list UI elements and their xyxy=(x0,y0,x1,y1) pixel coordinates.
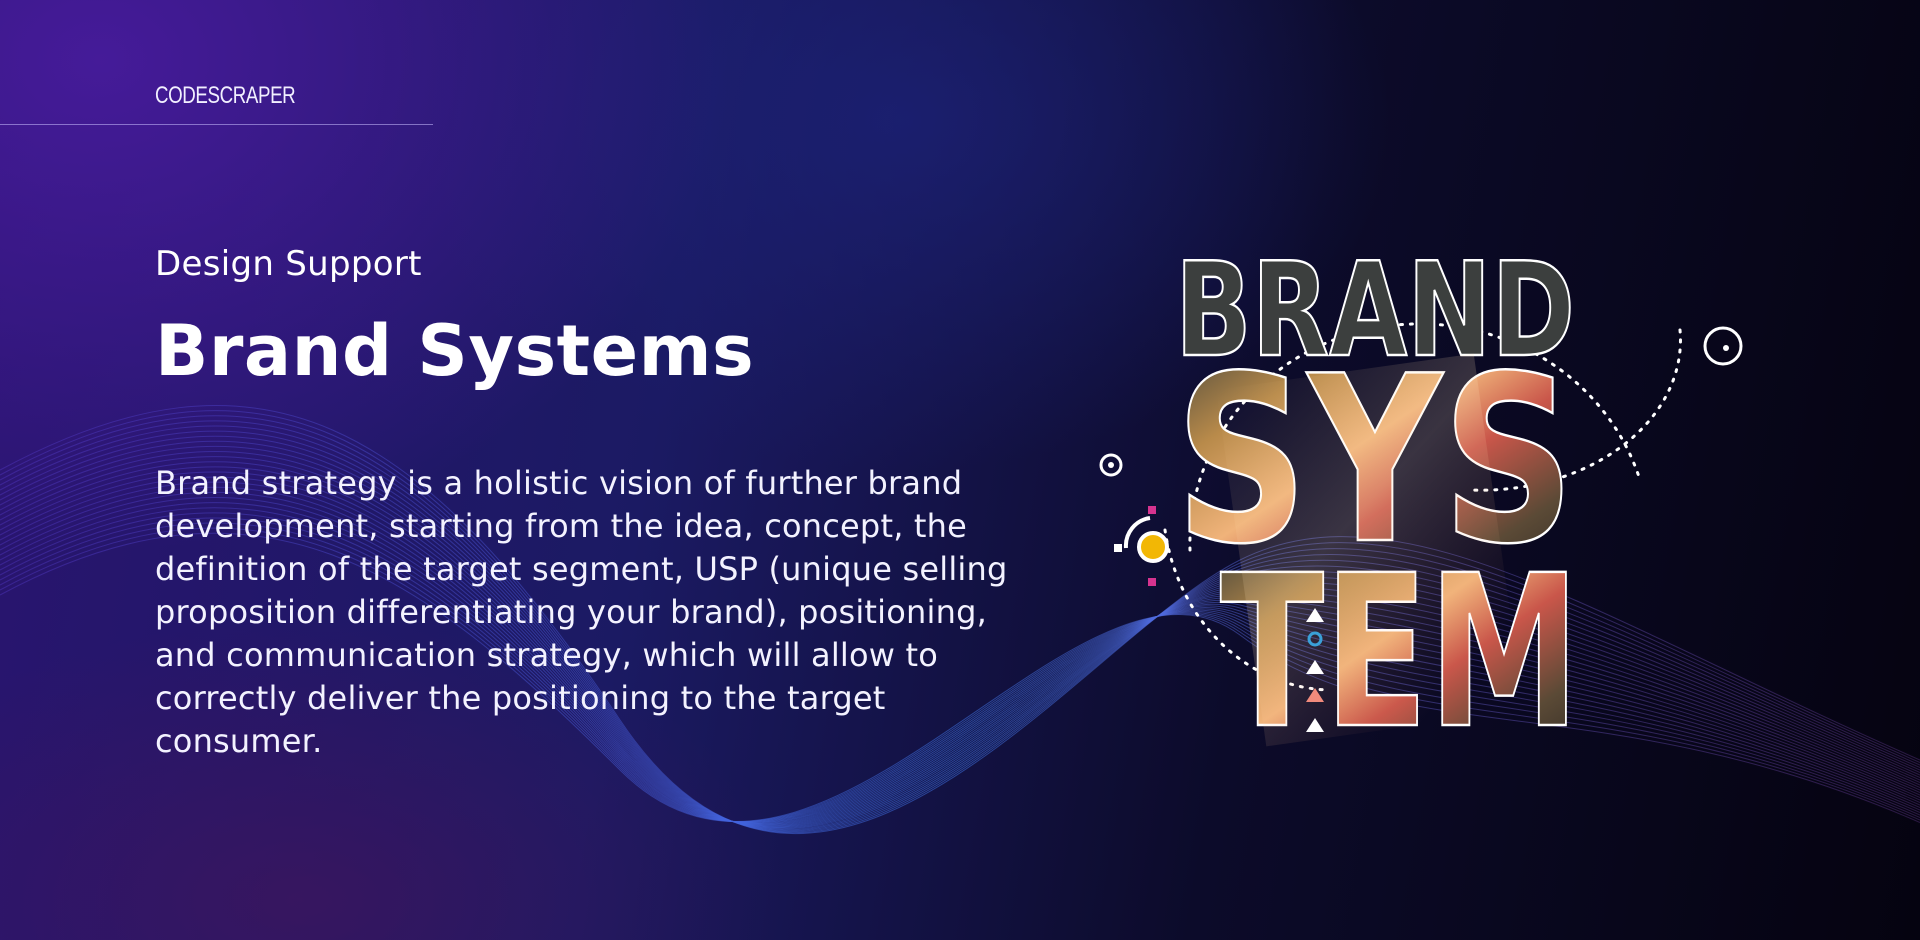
target-icon xyxy=(1703,326,1743,366)
hero-description: Brand strategy is a holistic vision of f… xyxy=(155,464,1008,760)
yellow-orb-icon xyxy=(1137,531,1169,563)
art-word-line-1: BRAND xyxy=(1175,250,1575,386)
wave-line xyxy=(0,532,1920,823)
section-eyebrow: Design Support xyxy=(155,244,422,284)
header-divider xyxy=(0,124,433,125)
orbit-ring-dotted xyxy=(1188,322,1642,552)
page-title: Brand Systems xyxy=(155,310,755,392)
brand-system-artwork: BRAND SYS TEM xyxy=(1099,250,1743,750)
triangle-marker-icon xyxy=(1306,608,1324,622)
cyan-ring-icon xyxy=(1307,631,1323,647)
ring-icon xyxy=(1099,453,1123,477)
brand-logo[interactable]: CODESCRAPER xyxy=(155,82,296,109)
wave-line xyxy=(0,527,1920,823)
orbit-ring-dotted-lower xyxy=(1163,528,1332,692)
